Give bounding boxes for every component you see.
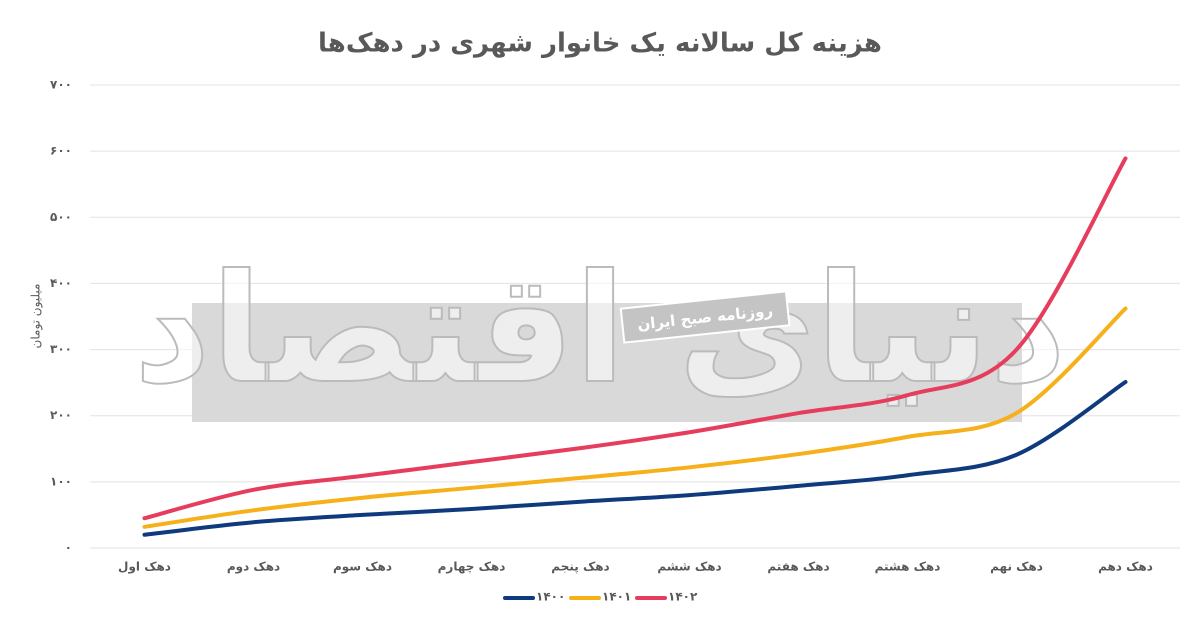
chart-title: هزینه کل سالانه یک خانوار شهری در دهک‌ها	[318, 29, 882, 59]
x-tick-label: دهک هشتم	[875, 560, 941, 574]
y-tick-label: ۰	[65, 541, 72, 555]
legend-label: ۱۴۰۲	[668, 590, 698, 604]
watermark-box	[619, 290, 791, 344]
series-line	[142, 156, 1128, 521]
series-line	[142, 306, 1128, 529]
x-tick-label: دهک ششم	[657, 560, 721, 574]
series-line	[142, 379, 1128, 537]
legend-label: ۱۴۰۰	[536, 590, 565, 604]
legend-label: ۱۴۰۱	[602, 590, 631, 604]
y-tick-label: ۶۰۰	[50, 144, 72, 158]
watermark: دنیای اقتصاد روزنامه صبح ایران	[133, 242, 1067, 422]
x-tick-label: دهک دوم	[227, 560, 280, 575]
y-tick-label: ۳۰۰	[50, 342, 72, 356]
x-tick-label: دهک چهارم	[438, 560, 506, 575]
x-tick-label: دهک هفتم	[767, 560, 829, 574]
y-tick-label: ۷۰۰	[50, 78, 72, 92]
x-tick-label: دهک دهم	[1098, 560, 1153, 574]
x-tick-label: دهک نهم	[990, 560, 1043, 574]
watermark-text: دنیای اقتصاد	[134, 243, 1067, 417]
y-tick-label: ۱۰۰	[50, 474, 72, 488]
y-tick-label: ۵۰۰	[50, 210, 72, 224]
x-tick-label: دهک اول	[118, 560, 171, 575]
y-tick-label: ۲۰۰	[50, 408, 72, 422]
x-tick-label: دهک سوم	[333, 560, 392, 575]
y-axis-label: میلیون تومان	[29, 284, 44, 349]
x-tick-label: دهک پنجم	[551, 560, 609, 574]
y-tick-label: ۴۰۰	[50, 276, 72, 290]
